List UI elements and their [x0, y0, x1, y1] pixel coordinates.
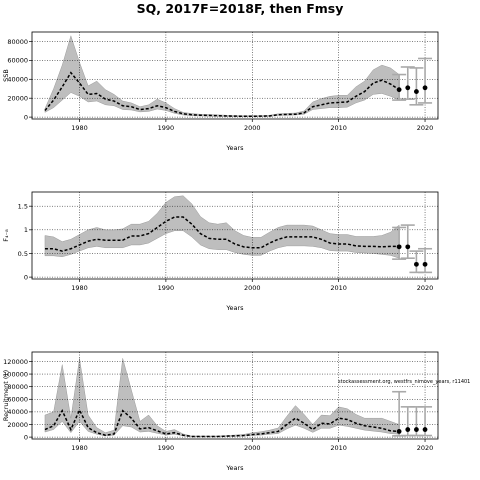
projection-point: [414, 427, 419, 432]
projection-point: [405, 244, 411, 250]
y-tick-label: 80000: [7, 383, 28, 391]
y-tick-label: 0: [24, 113, 28, 121]
y-axis-title: Recruitment (1): [2, 370, 10, 421]
projection-point: [405, 85, 411, 91]
x-tick-label: 1990: [158, 124, 175, 132]
median-line: [44, 71, 400, 118]
x-tick-label: 1980: [71, 284, 88, 292]
x-axis-title: Years: [225, 144, 244, 152]
x-tick-label: 2020: [417, 284, 434, 292]
projection-point: [405, 427, 411, 432]
plot-frame: [31, 191, 439, 280]
y-tick-label: 20000: [7, 421, 28, 429]
projection-point: [396, 87, 402, 93]
x-tick-label: 1990: [158, 444, 175, 452]
median-line: [44, 408, 400, 438]
y-tick-label: 1.5: [18, 202, 28, 210]
median-line: [44, 216, 400, 252]
projection-point: [422, 427, 428, 432]
y-tick-label: 0: [24, 273, 28, 281]
x-tick-label: 2020: [417, 124, 434, 132]
x-axis-title: Years: [225, 304, 244, 312]
y-tick-label: 0.5: [18, 250, 28, 258]
x-tick-label: 1980: [71, 444, 88, 452]
plot-frame: [31, 31, 439, 120]
panel-2: 1980 1990 2000 2010 2020 0 0.5 1 1.5 Years F₄₋₈: [2, 191, 439, 312]
x-tick-label: 2000: [244, 124, 261, 132]
y-tick-label: 120000: [3, 358, 28, 366]
confidence-band: [44, 35, 400, 117]
x-axis-title: Years: [225, 464, 244, 472]
projection-point: [414, 89, 419, 94]
y-tick-label: 1: [24, 226, 28, 234]
y-tick-label: 100000: [3, 370, 28, 378]
y-tick-label: 40000: [7, 408, 28, 416]
projection-point: [422, 85, 428, 91]
y-axis-title: SSB: [2, 69, 10, 82]
projection-point: [422, 261, 428, 267]
annotation-text: stockassessment.org, westfrs_nimove_year…: [338, 379, 470, 385]
x-tick-label: 2020: [417, 444, 434, 452]
panel-3: 1980 1990 2000 2010 2020 0 20000 40000 60000 8000…: [2, 351, 470, 472]
x-tick-label: 2010: [330, 444, 347, 452]
x-tick-label: 1980: [71, 124, 88, 132]
confidence-band: [44, 358, 400, 437]
y-tick-label: 60000: [7, 396, 28, 404]
x-tick-label: 2010: [330, 124, 347, 132]
y-tick-label: 40000: [7, 76, 28, 84]
y-axis-title: F₄₋₈: [2, 229, 10, 242]
x-tick-label: 2000: [244, 284, 261, 292]
projection-point: [396, 429, 402, 434]
chart-title: SQ, 2017F=2018F, then Fmsy: [136, 1, 344, 16]
y-tick-label: 60000: [7, 57, 28, 65]
x-tick-label: 1990: [158, 284, 175, 292]
plot-frame: [31, 351, 439, 440]
panel-1: 1980 1990 2000 2010 2020 0 20000 40000 60000 8000…: [2, 31, 439, 152]
y-tick-label: 0: [24, 433, 28, 441]
x-tick-label: 2000: [244, 444, 261, 452]
confidence-band: [44, 195, 400, 259]
projection-point: [414, 261, 419, 267]
projection-point: [396, 244, 402, 250]
x-tick-label: 2010: [330, 284, 347, 292]
y-tick-label: 20000: [7, 94, 28, 102]
y-tick-label: 80000: [7, 38, 28, 46]
